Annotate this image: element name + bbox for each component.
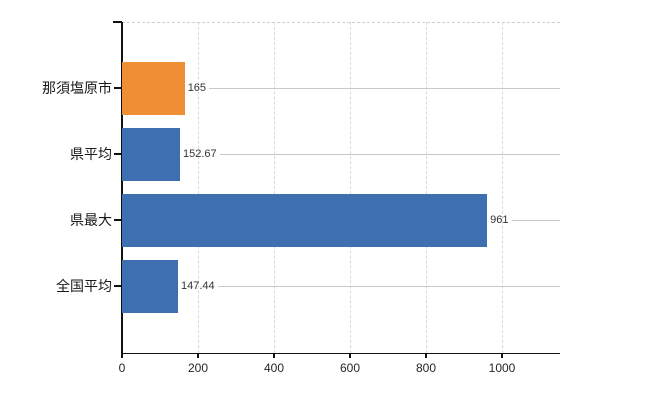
gridline-vertical <box>426 22 427 353</box>
x-axis-tick-label: 1000 <box>488 361 516 375</box>
x-axis-tick-label: 0 <box>118 361 126 375</box>
value-row: 152.67 <box>183 147 560 161</box>
x-axis-tick-label: 600 <box>339 361 361 375</box>
x-axis-tick-label: 200 <box>187 361 209 375</box>
category-tick <box>114 153 122 155</box>
bar-4 <box>122 259 179 313</box>
value-label: 152.67 <box>183 148 217 160</box>
gridline-vertical <box>502 22 503 353</box>
bar-2 <box>122 127 180 181</box>
x-axis-tick <box>501 353 503 358</box>
x-axis-tick <box>121 353 123 358</box>
x-axis-tick-label: 400 <box>263 361 285 375</box>
category-tick <box>114 87 122 89</box>
category-tick <box>114 219 122 221</box>
x-axis-tick <box>273 353 275 358</box>
leader-line <box>511 219 560 221</box>
bar-3 <box>122 193 488 247</box>
x-axis-tick <box>197 353 199 358</box>
value-label: 165 <box>187 82 207 94</box>
x-axis-tick <box>425 353 427 358</box>
category-label: 県最大 <box>70 212 112 228</box>
plot-area: 165 那須塩原市 152.67 県平均 961 県最大 147.44 全国平均 0 200 400… <box>42 21 560 375</box>
y-axis-line <box>121 22 123 353</box>
gridline-vertical <box>350 22 351 353</box>
leader-line <box>219 153 560 155</box>
gridline-vertical <box>274 22 275 353</box>
value-label: 147.44 <box>181 280 215 292</box>
top-gridline <box>122 22 560 23</box>
category-label: 全国平均 <box>56 278 112 294</box>
leader-line <box>217 285 560 287</box>
value-row: 147.44 <box>181 279 560 293</box>
bar-1 <box>122 61 185 115</box>
value-row: 165 <box>188 81 560 95</box>
y-axis-top-tick <box>113 21 122 23</box>
leader-line <box>209 87 560 89</box>
x-axis-tick-label: 800 <box>415 361 437 375</box>
x-axis-line <box>121 352 560 354</box>
category-label: 那須塩原市 <box>42 80 112 96</box>
value-row: 961 <box>490 213 560 227</box>
category-tick <box>114 285 122 287</box>
gridline-vertical <box>198 22 199 353</box>
category-label: 県平均 <box>70 146 112 162</box>
value-label: 961 <box>490 214 509 226</box>
x-axis-tick <box>349 353 351 358</box>
